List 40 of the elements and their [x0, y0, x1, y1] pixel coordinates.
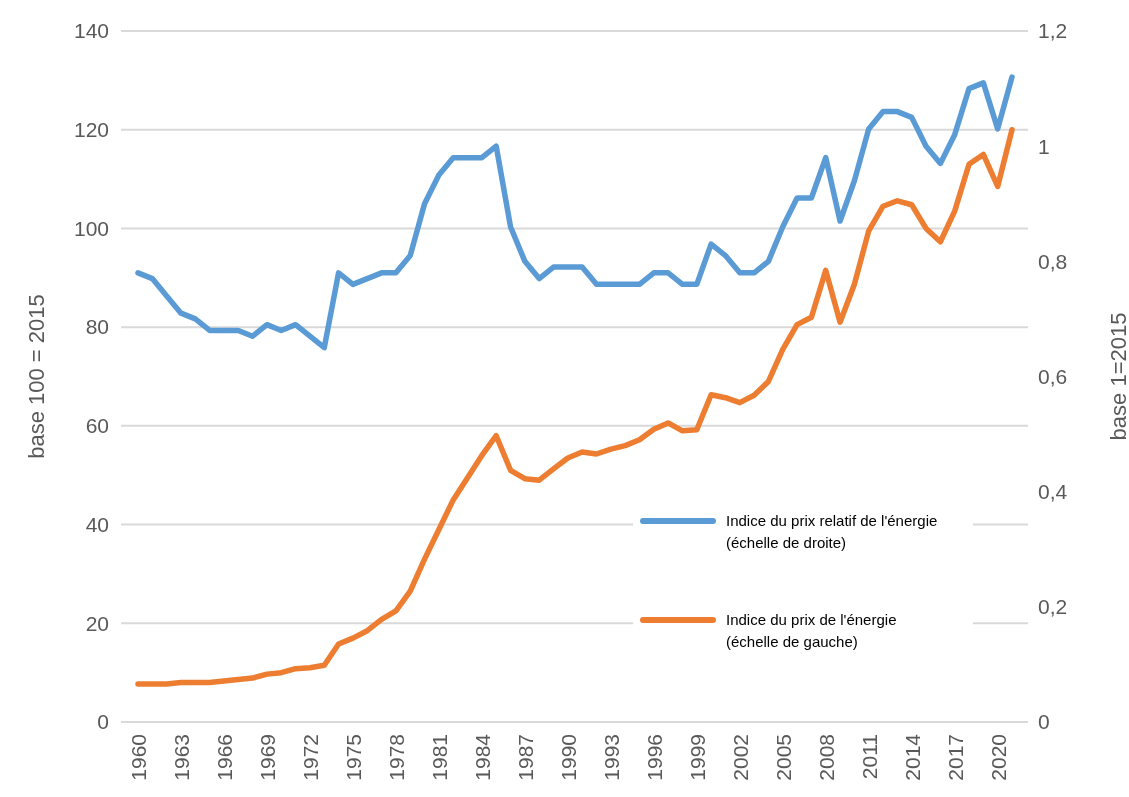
- y-tick-label: 20: [85, 611, 109, 635]
- x-tick-label: 1960: [127, 734, 150, 781]
- x-tick-label: 1981: [427, 734, 451, 781]
- legend-label: Indice du prix de l'énergie (échelle de gauche): [726, 610, 897, 650]
- x-tick-label: 2011: [857, 734, 881, 780]
- y-tick-label: 100: [73, 216, 109, 240]
- x-tick-label: 1972: [298, 734, 322, 781]
- x-tick-label: 1984: [470, 733, 494, 781]
- y2-tick-label: 0,4: [1038, 480, 1068, 504]
- x-tick-label: 2002: [728, 734, 752, 781]
- x-tick-label: 1969: [255, 734, 279, 781]
- x-tick-label: 2005: [771, 734, 795, 781]
- x-tick-label: 1999: [685, 734, 709, 781]
- x-tick-label: 1990: [556, 734, 580, 781]
- x-tick-label: 2008: [814, 734, 838, 781]
- x-tick-label: 2014: [900, 733, 924, 781]
- x-tick-label: 1996: [642, 734, 666, 781]
- y-tick-label: 60: [85, 414, 109, 438]
- x-tick-label: 1978: [384, 734, 408, 781]
- y2-tick-label: 0: [1038, 710, 1050, 734]
- x-tick-label: 2020: [986, 734, 1010, 781]
- y-tick-label: 0: [97, 710, 109, 734]
- y2-axis-title: base 1=2015: [1106, 312, 1129, 441]
- x-tick-label: 1963: [169, 734, 193, 781]
- y-axis-title: base 100 = 2015: [24, 294, 49, 459]
- x-tick-label: 1975: [341, 734, 365, 781]
- x-tick-label: 1993: [599, 734, 623, 781]
- y-tick-label: 140: [73, 19, 109, 43]
- x-tick-label: 2017: [943, 734, 967, 781]
- y-tick-label: 80: [85, 315, 109, 339]
- legend-label: Indice du prix relatif de l'énergie (échelle de droite): [726, 511, 938, 551]
- y2-tick-label: 0,8: [1038, 249, 1068, 273]
- y2-tick-label: 1: [1038, 134, 1050, 158]
- y2-tick-label: 0,6: [1038, 364, 1068, 388]
- y-tick-label: 120: [73, 118, 109, 142]
- y2-tick-label: 1,2: [1038, 19, 1068, 43]
- y-tick-label: 40: [85, 512, 109, 536]
- x-tick-label: 1987: [513, 734, 537, 781]
- y2-tick-label: 0,2: [1038, 595, 1068, 619]
- x-tick-label: 1966: [212, 734, 236, 781]
